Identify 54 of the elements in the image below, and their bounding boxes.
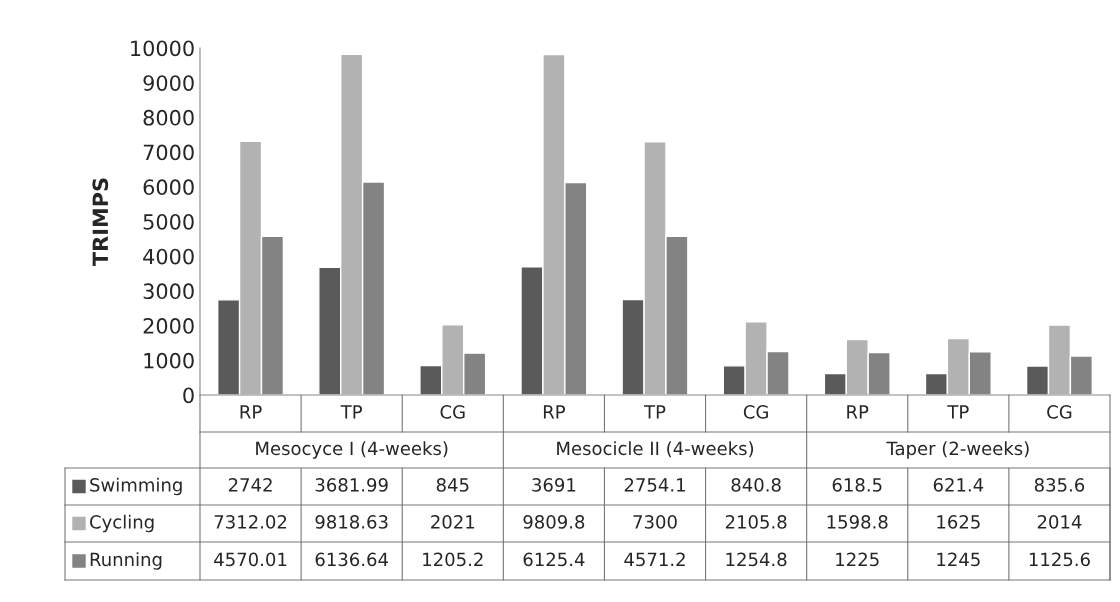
y-tick-label: 1000: [144, 352, 194, 369]
data-label: 2105.8: [725, 515, 787, 529]
data-label: 1598.8: [827, 515, 888, 529]
y-tick-label: 8000: [143, 109, 194, 126]
x-tick-label: CG: [440, 405, 465, 419]
data-label: 7300: [633, 515, 677, 529]
text: Mesocyce I (4-weeks): [256, 441, 448, 459]
x-tick-label: RP: [847, 405, 869, 419]
data-label: 845: [436, 478, 469, 492]
data-label: 6136.64: [315, 552, 388, 567]
data-label: 840.8: [731, 478, 781, 492]
text: Mesocicle II (4-weeks): [557, 441, 754, 458]
data-label: 4570.01: [214, 552, 287, 567]
y-tick-label: 7000: [143, 144, 194, 161]
data-label: 4571.2: [624, 552, 685, 567]
data-label: 2014: [1037, 515, 1082, 529]
data-label: 1254.8: [726, 552, 787, 567]
data-label: 2021: [431, 515, 475, 529]
y-tick-label: 9000: [143, 75, 194, 91]
data-label: 1205.2: [423, 552, 483, 567]
y-tick-label: 0: [183, 387, 194, 404]
legend-label: Cycling: [90, 514, 154, 533]
data-label: 1125.6: [1029, 552, 1090, 567]
data-label: 9818.63: [315, 515, 388, 529]
x-tick-label: RP: [240, 405, 262, 419]
legend-label: Running: [90, 552, 162, 570]
y-tick-label: 3000: [143, 283, 194, 300]
data-label: 3681.99: [315, 478, 388, 492]
data-label: 621.4: [933, 478, 984, 492]
data-label: 1245: [937, 552, 980, 567]
y-tick-label: 2000: [143, 318, 194, 334]
legend-label: Swimming: [90, 477, 182, 496]
data-label: 1625: [937, 515, 980, 529]
text: Taper (2-weeks): [886, 441, 1029, 459]
y-tick-label: 5000: [143, 213, 194, 230]
data-label: 6125.4: [523, 552, 585, 567]
y-tick-label: 6000: [143, 179, 194, 196]
x-tick-label: TP: [340, 405, 363, 419]
y-tick-label: 4000: [143, 248, 194, 265]
data-label: 9809.8: [523, 515, 585, 529]
x-tick-label: CG: [743, 405, 768, 419]
data-label: 618.5: [832, 478, 882, 492]
x-tick-label: RP: [543, 405, 565, 419]
y-axis-title: TRIMPS: [92, 178, 109, 266]
data-label: 2742: [228, 478, 272, 492]
data-label: 7312.02: [214, 515, 287, 529]
data-label: 1225: [836, 552, 879, 567]
data-label: 2754.1: [624, 478, 685, 492]
y-tick-label: 10000: [131, 40, 194, 57]
x-tick-label: CG: [1047, 405, 1072, 419]
data-label: 835.6: [1034, 478, 1085, 492]
x-tick-label: TP: [947, 405, 969, 419]
data-label: 3691: [532, 478, 576, 492]
x-tick-label: TP: [643, 405, 666, 419]
